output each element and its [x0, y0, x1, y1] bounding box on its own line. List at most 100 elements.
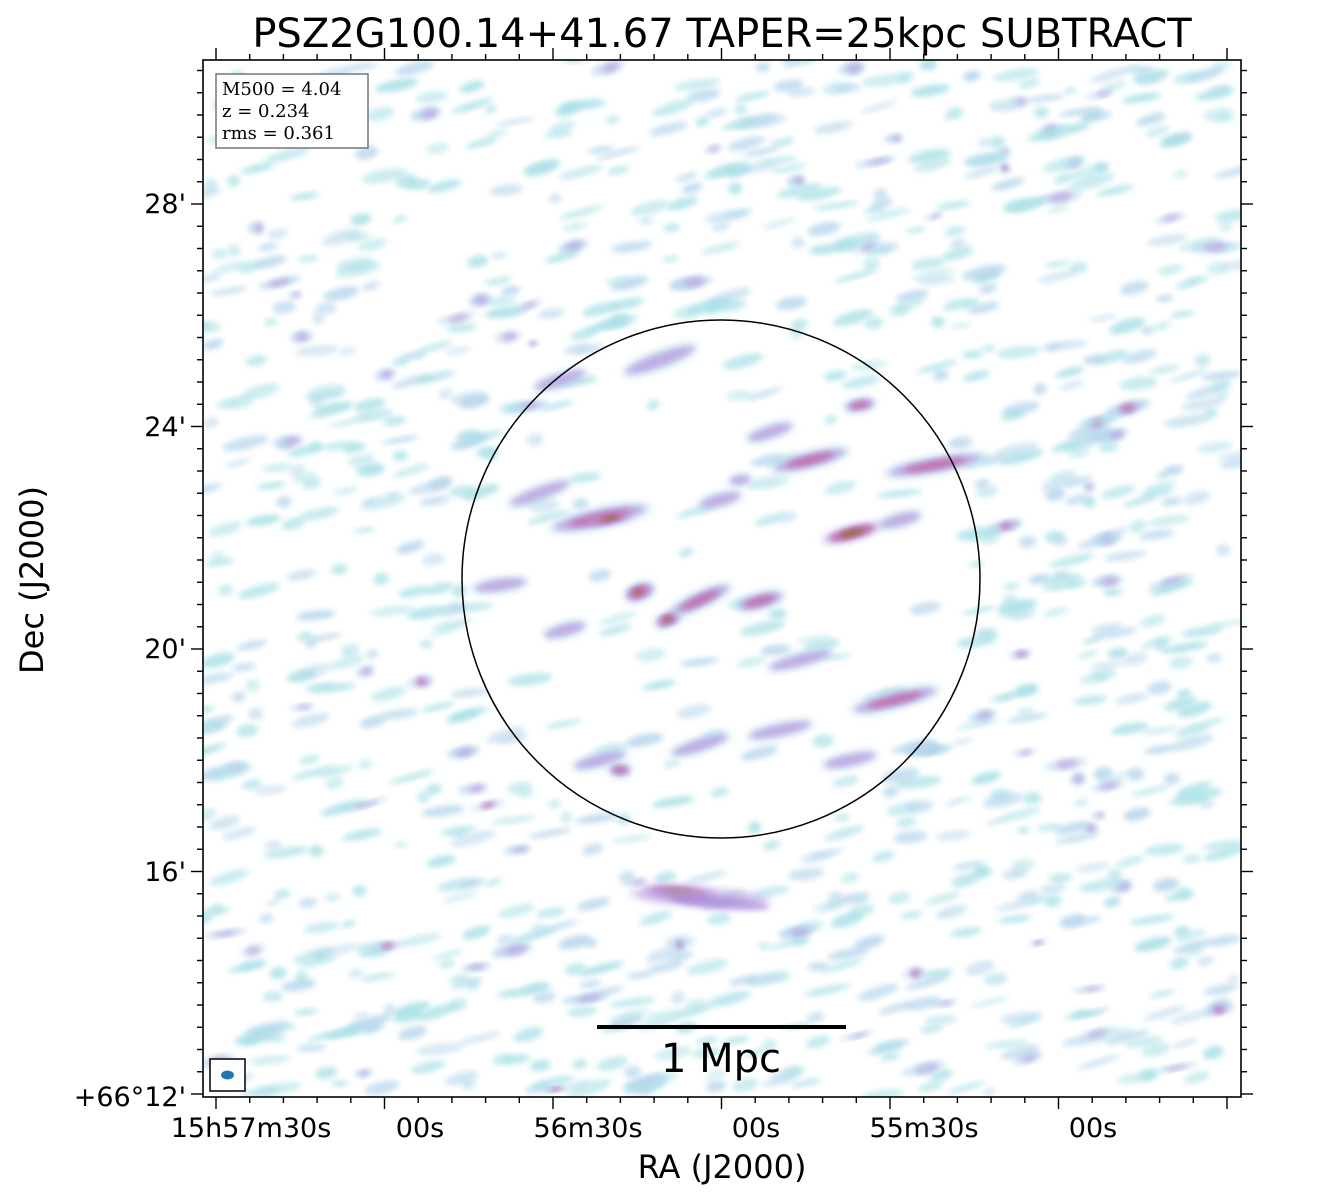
noise-blob [399, 351, 427, 361]
noise-blob [595, 146, 640, 160]
noise-blob [1120, 280, 1149, 296]
noise-blob [750, 454, 784, 467]
noise-blob [646, 945, 686, 963]
noise-blob [971, 771, 1001, 785]
noise-blob [748, 821, 761, 834]
noise-blob [256, 481, 287, 490]
noise-blob [1123, 807, 1151, 821]
noise-blob [686, 88, 721, 102]
emission-streak [627, 346, 693, 374]
emission-streak [700, 492, 740, 508]
noise-blob [813, 903, 842, 913]
noise-blob [581, 843, 604, 856]
noise-blob [989, 135, 1006, 149]
noise-blob [877, 242, 899, 253]
noise-blob [1214, 165, 1241, 179]
noise-blob [996, 345, 1041, 359]
noise-blob [537, 308, 565, 319]
noise-blob [1059, 914, 1086, 928]
noise-blob [1202, 840, 1241, 850]
noise-blob [1183, 1071, 1210, 1084]
emission-streak [750, 722, 810, 738]
noise-blob [315, 1066, 338, 1080]
noise-blob [438, 388, 453, 399]
noise-blob [1169, 656, 1193, 670]
noise-peak [255, 222, 264, 233]
noise-blob [643, 1009, 682, 1021]
noise-blob [340, 644, 360, 657]
noise-blob [746, 475, 790, 490]
noise-blob [406, 606, 447, 620]
noise-peak [361, 667, 372, 676]
noise-blob [923, 1015, 958, 1025]
noise-blob [203, 272, 222, 283]
noise-blob [1216, 544, 1231, 556]
noise-blob [1176, 701, 1213, 718]
noise-blob [646, 400, 660, 410]
noise-blob [903, 741, 939, 755]
noise-blob [1063, 1010, 1104, 1020]
noise-blob [1206, 653, 1223, 663]
noise-blob [526, 433, 544, 447]
noise-blob [1141, 726, 1179, 735]
noise-blob [654, 871, 677, 884]
noise-blob [951, 861, 985, 870]
noise-blob [833, 269, 877, 283]
noise-blob [624, 1073, 668, 1090]
noise-blob [203, 672, 234, 686]
noise-blob [1135, 113, 1166, 126]
noise-blob [962, 350, 984, 359]
y-tick-label: 24' [144, 412, 186, 443]
scale-bar-label: 1 Mpc [661, 1036, 781, 1082]
noise-blob [298, 897, 318, 909]
noise-blob [1088, 313, 1118, 322]
noise-blob [882, 786, 899, 798]
y-tick-label: 16' [144, 857, 186, 888]
noise-blob [1097, 771, 1134, 784]
noise-blob [850, 360, 888, 371]
noise-blob [1177, 781, 1213, 796]
noise-blob [353, 527, 376, 534]
noise-blob [566, 1079, 612, 1097]
noise-blob [347, 968, 365, 978]
noise-blob [1177, 689, 1191, 699]
noise-peak [448, 314, 468, 323]
noise-blob [389, 770, 434, 784]
noise-blob [392, 450, 408, 462]
noise-blob [861, 1089, 905, 1097]
noise-blob [356, 463, 385, 477]
noise-blob [572, 1058, 588, 1070]
noise-blob [308, 845, 324, 857]
noise-blob [364, 498, 377, 505]
noise-blob [296, 1043, 327, 1053]
emission-streak [903, 458, 967, 472]
noise-blob [587, 146, 615, 154]
noise-blob [743, 1047, 770, 1058]
noise-blob [579, 979, 602, 989]
noise-blob [1055, 366, 1084, 378]
noise-blob [791, 1078, 822, 1088]
noise-blob [686, 959, 729, 975]
noise-blob [459, 80, 485, 93]
noise-blob [336, 257, 376, 272]
noise-peak [930, 213, 941, 219]
noise-blob [1129, 520, 1147, 533]
emission-streak [745, 595, 775, 607]
x-tick-label: 15h57m30s [171, 1113, 332, 1144]
south-band [670, 895, 770, 911]
noise-blob [1174, 170, 1188, 178]
noise-blob [705, 108, 728, 118]
noise-blob [484, 276, 513, 286]
noise-blob [608, 313, 629, 327]
noise-blob [383, 416, 407, 426]
noise-blob [1028, 573, 1050, 585]
noise-blob [739, 620, 786, 636]
noise-blob [325, 1026, 361, 1040]
noise-blob [903, 996, 942, 1011]
noise-blob [769, 608, 787, 620]
noise-peak [1101, 576, 1118, 586]
noise-blob [449, 998, 467, 1011]
noise-blob [1173, 1038, 1198, 1048]
noise-blob [806, 1035, 831, 1049]
y-tick-label: 20' [144, 634, 186, 665]
